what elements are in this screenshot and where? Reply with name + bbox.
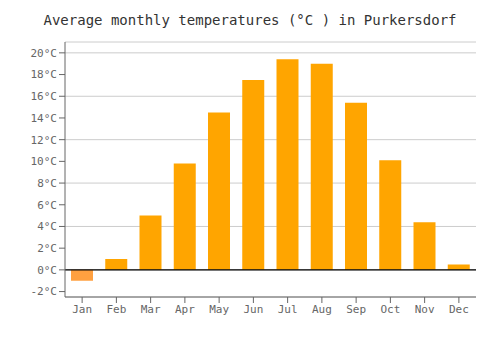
svg-text:-2°C: -2°C [31,285,58,298]
svg-text:Aug: Aug [312,303,332,316]
svg-text:4°C: 4°C [37,220,57,233]
svg-text:Feb: Feb [106,303,126,316]
svg-text:18°C: 18°C [31,68,58,81]
svg-text:Mar: Mar [141,303,161,316]
svg-text:0°C: 0°C [37,264,57,277]
svg-text:Nov: Nov [415,303,435,316]
svg-text:10°C: 10°C [31,155,58,168]
svg-text:Jun: Jun [243,303,263,316]
svg-text:Sep: Sep [346,303,366,316]
svg-text:Apr: Apr [175,303,195,316]
svg-text:8°C: 8°C [37,177,57,190]
svg-text:Oct: Oct [380,303,400,316]
svg-text:6°C: 6°C [37,199,57,212]
svg-text:Dec: Dec [449,303,469,316]
svg-text:14°C: 14°C [31,112,58,125]
svg-text:20°C: 20°C [31,47,58,60]
svg-text:Jan: Jan [72,303,92,316]
html-text:Average monthly temperatures (: Average monthly temperatures (°C ) in Pu… [43,12,457,28]
svg-text:Jul: Jul [278,303,298,316]
svg-text:2°C: 2°C [37,242,57,255]
svg-text:May: May [209,303,229,316]
svg-text:12°C: 12°C [31,134,58,147]
svg-text:16°C: 16°C [31,90,58,103]
